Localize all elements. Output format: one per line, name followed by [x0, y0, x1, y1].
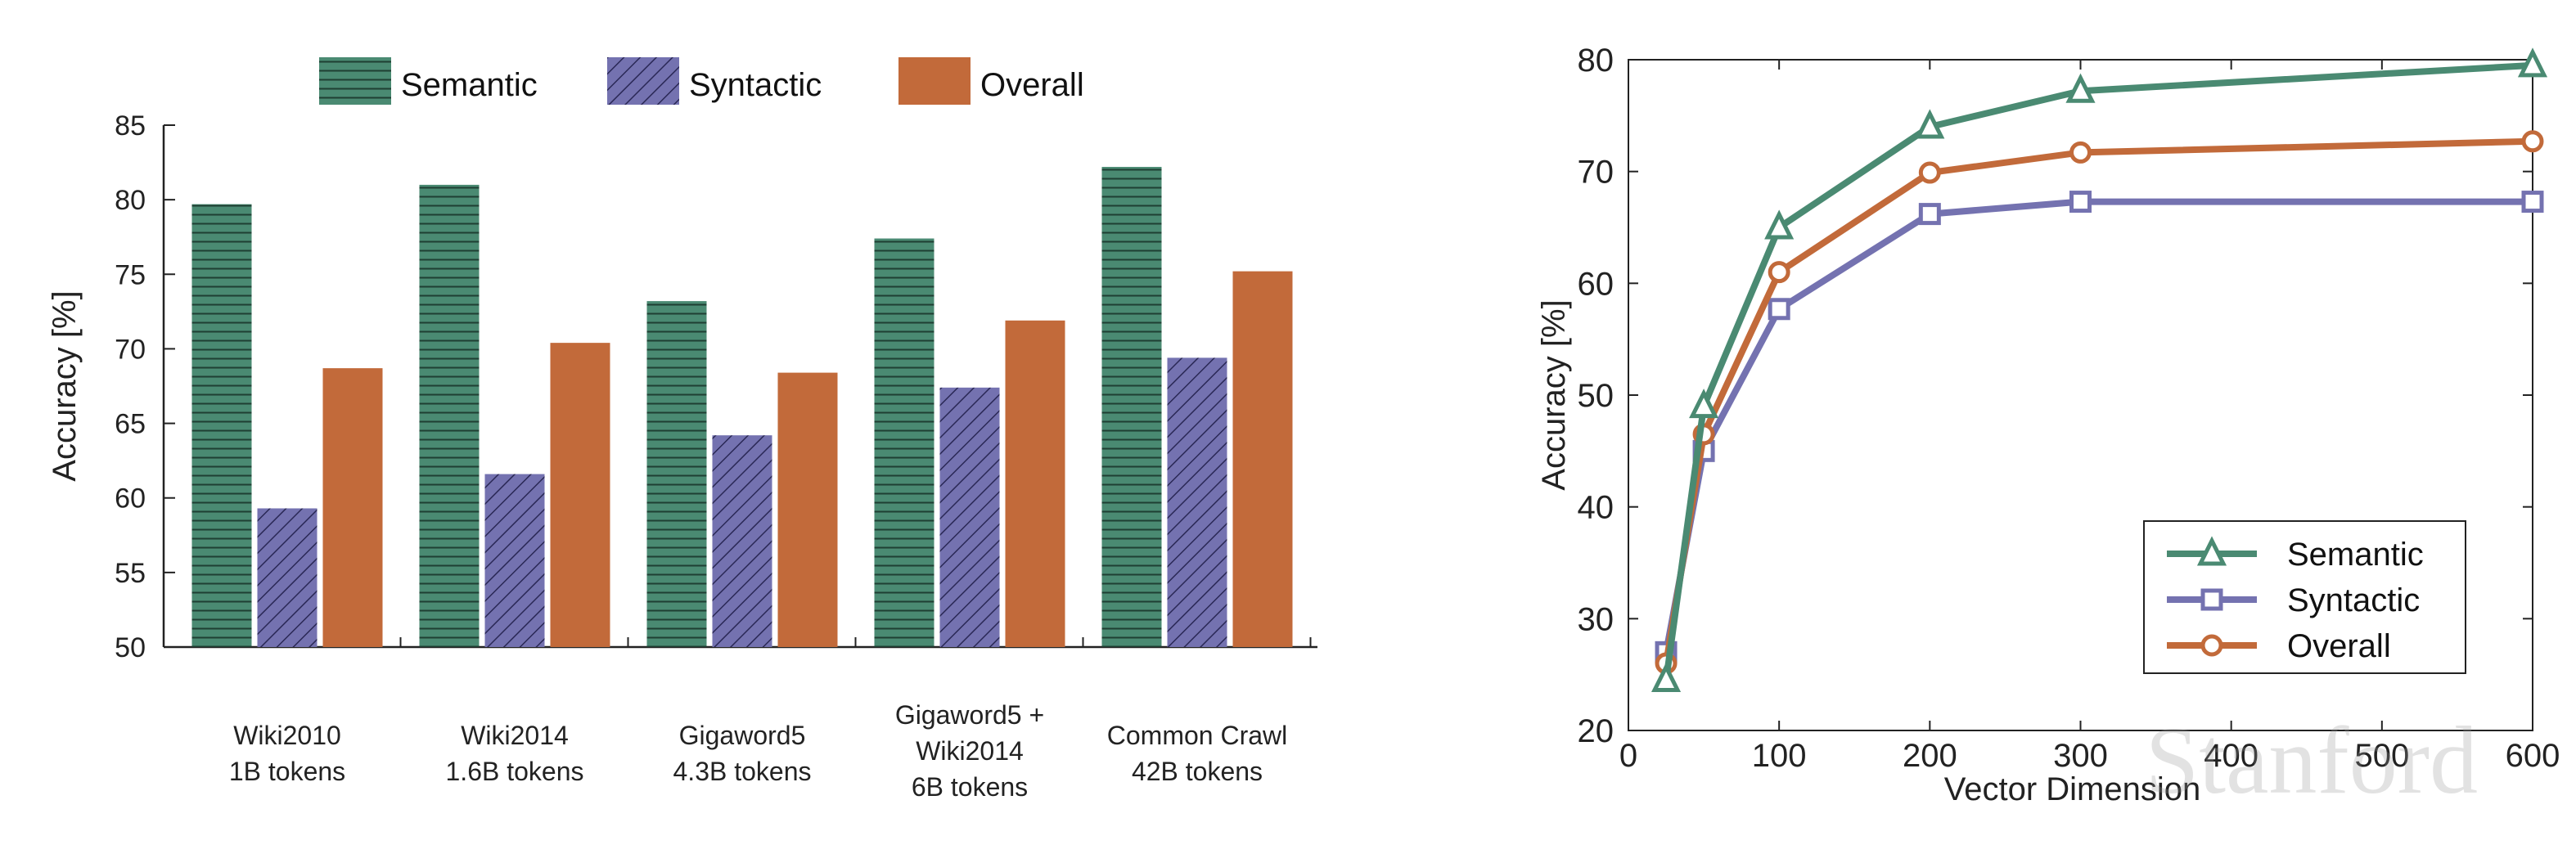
- line-x-tick-label: 600: [2506, 738, 2560, 774]
- legend-marker-semantic: [2196, 536, 2227, 566]
- line-y-tick-label: 80: [1578, 43, 1615, 79]
- bar-syntactic: [257, 508, 317, 647]
- bar-semantic: [646, 301, 707, 647]
- bar-category-label: 42B tokens: [1132, 757, 1263, 786]
- bar-overall: [777, 372, 838, 647]
- point-syntactic: [1768, 298, 1790, 321]
- point-overall: [1768, 261, 1790, 284]
- bar-y-tick-label: 65: [115, 409, 146, 440]
- legend-marker-syntactic: [2200, 588, 2223, 611]
- line-y-tick-label: 40: [1578, 490, 1615, 526]
- point-overall: [2069, 141, 2092, 164]
- bar-overall: [1232, 271, 1293, 647]
- legend-label-semantic: Semantic: [401, 67, 538, 103]
- line-y-tick-label: 20: [1578, 713, 1615, 749]
- bar-overall: [1005, 320, 1065, 647]
- point-syntactic: [1918, 203, 1941, 226]
- bar-category-label: Gigaword5 +: [895, 700, 1044, 730]
- bar-category-label: 4.3B tokens: [673, 757, 812, 786]
- bar-y-tick-label: 60: [115, 483, 146, 515]
- line-x-tick-label: 100: [1752, 738, 1807, 774]
- bar-category-label: Wiki2014: [461, 721, 569, 750]
- bar-y-tick-label: 75: [115, 259, 146, 290]
- line-y-tick-label: 50: [1578, 378, 1615, 414]
- line-x-tick-label: 0: [1619, 738, 1637, 774]
- bar-semantic: [419, 184, 480, 647]
- legend-swatch-overall: [898, 57, 971, 105]
- point-overall: [1918, 161, 1941, 184]
- bar-chart: 50 55 60 65 70 75 80 85 Accuracy [%] Wiki2010 1B t…: [47, 57, 1317, 802]
- bar-y-axis-label: Accuracy [%]: [47, 290, 83, 481]
- bar-y-tick-label: 85: [115, 110, 146, 142]
- point-semantic: [1689, 389, 1719, 419]
- point-semantic: [2065, 73, 2096, 103]
- bar-category-label: Common Crawl: [1107, 721, 1287, 750]
- point-syntactic: [2069, 191, 2092, 213]
- point-overall: [2521, 130, 2544, 153]
- point-syntactic: [2521, 191, 2544, 213]
- legend-swatch-semantic: [319, 57, 391, 105]
- bar-syntactic: [939, 387, 1000, 647]
- point-semantic: [1915, 109, 1945, 139]
- line-y-tick-label: 70: [1578, 155, 1615, 191]
- line-x-tick-label: 300: [2053, 738, 2108, 774]
- bar-overall: [322, 368, 383, 647]
- bar-syntactic: [712, 435, 772, 647]
- legend-label-semantic: Semantic: [2287, 537, 2424, 573]
- line-x-tick-label: 400: [2204, 738, 2259, 774]
- bar-category-label: Gigaword5: [679, 721, 806, 750]
- line-x-tick-label: 200: [1903, 738, 1957, 774]
- bar-semantic: [874, 238, 934, 647]
- line-x-axis-label: Vector Dimension: [1944, 771, 2200, 807]
- bar-y-tick-label: 50: [115, 632, 146, 663]
- legend-label-overall: Overall: [2287, 628, 2391, 664]
- line-y-tick-label: 60: [1578, 266, 1615, 302]
- legend-swatch-syntactic: [607, 57, 679, 105]
- bar-category-label: 1.6B tokens: [446, 757, 584, 786]
- point-semantic: [1764, 209, 1795, 240]
- line-chart: 0 100 200 300 400 500 600 20 30 40 50 60 70 80 Vector …: [1536, 43, 2560, 807]
- line-y-tick-label: 30: [1578, 601, 1615, 637]
- bar-category-label: Wiki2010: [233, 721, 341, 750]
- point-semantic: [2517, 47, 2548, 78]
- line-x-tick-label: 500: [2354, 738, 2409, 774]
- point-semantic: [1651, 662, 1682, 692]
- legend-label-syntactic: Syntactic: [2287, 582, 2420, 618]
- line-series-semantic: [1663, 61, 2533, 681]
- legend-label-syntactic: Syntactic: [689, 67, 822, 103]
- bar-y-tick-label: 70: [115, 334, 146, 365]
- bar-syntactic: [484, 474, 545, 647]
- bar-category-label: 1B tokens: [229, 757, 345, 786]
- bar-category-label: 6B tokens: [912, 772, 1028, 802]
- legend-marker-overall: [2200, 634, 2223, 657]
- legend-label-overall: Overall: [980, 67, 1084, 103]
- stanford-watermark: Stanford: [2145, 707, 2478, 814]
- bar-semantic: [191, 204, 252, 647]
- bar-y-tick-label: 80: [115, 185, 146, 216]
- line-y-axis-label: Accuracy [%]: [1536, 299, 1572, 490]
- bar-semantic: [1101, 167, 1162, 648]
- bar-y-tick-label: 55: [115, 558, 146, 589]
- bar-syntactic: [1167, 357, 1227, 647]
- bar-overall: [550, 343, 610, 647]
- bar-category-label: Wiki2014: [916, 736, 1024, 766]
